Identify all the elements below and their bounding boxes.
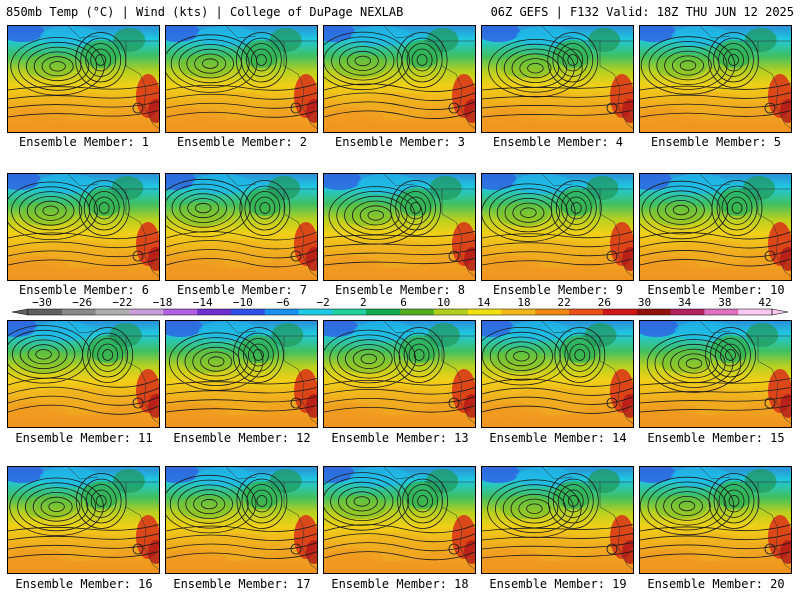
ensemble-member-label: Ensemble Member: 6 xyxy=(18,283,150,297)
colorbar-segment xyxy=(298,309,333,315)
ensemble-member-label: Ensemble Member: 20 xyxy=(647,577,785,591)
ensemble-member-label: Ensemble Member: 4 xyxy=(492,135,624,149)
ensemble-member-map xyxy=(7,466,160,574)
ensemble-member-label: Ensemble Member: 8 xyxy=(334,283,466,297)
colorbar-tick-label: 2 xyxy=(360,296,367,309)
colorbar-segment xyxy=(569,309,604,315)
ensemble-member-map xyxy=(639,466,792,574)
ensemble-member-map xyxy=(7,173,160,281)
ensemble-member-label: Ensemble Member: 3 xyxy=(334,135,466,149)
ensemble-member-label: Ensemble Member: 16 xyxy=(15,577,153,591)
colorbar-segment xyxy=(535,309,570,315)
ensemble-member-map xyxy=(481,173,634,281)
colorbar-tick-label: −22 xyxy=(112,296,132,309)
ensemble-member-map xyxy=(639,173,792,281)
ensemble-member-label: Ensemble Member: 17 xyxy=(173,577,311,591)
colorbar-segment xyxy=(332,309,367,315)
colorbar-tick-label: 22 xyxy=(558,296,571,309)
colorbar-segment xyxy=(501,309,536,315)
ensemble-member-map xyxy=(481,466,634,574)
map-title: 850mb Temp (°C) | Wind (kts) | College o… xyxy=(6,5,404,19)
colorbar-tick-label: 10 xyxy=(437,296,450,309)
ensemble-member-map xyxy=(323,466,476,574)
ensemble-member-map xyxy=(165,25,318,133)
colorbar-segment xyxy=(163,309,198,315)
colorbar-tick-label: 30 xyxy=(638,296,651,309)
colorbar-segment xyxy=(602,309,638,315)
ensemble-member-label: Ensemble Member: 1 xyxy=(18,135,150,149)
ensemble-member-map xyxy=(639,320,792,428)
colorbar-min-arrow xyxy=(11,308,29,316)
colorbar-tick-label: −18 xyxy=(153,296,173,309)
colorbar-tick-label: −30 xyxy=(32,296,52,309)
colorbar-tick-label: 38 xyxy=(718,296,731,309)
colorbar-svg: −30 −26 −22 −18 −14 −10 −6 −2 2 6 10 14 18 22 26 30 34 38… xyxy=(11,296,789,316)
colorbar-tick-label: −6 xyxy=(276,296,289,309)
colorbar-segment xyxy=(366,309,401,315)
colorbar-tick-label: −10 xyxy=(233,296,253,309)
ensemble-member-label: Ensemble Member: 10 xyxy=(647,283,785,297)
colorbar-tick-label: 18 xyxy=(517,296,530,309)
colorbar-tick-label: 42 xyxy=(758,296,771,309)
colorbar-tick-label: −14 xyxy=(193,296,213,309)
ensemble-member-map xyxy=(481,25,634,133)
ensemble-member-label: Ensemble Member: 2 xyxy=(176,135,308,149)
colorbar-segment xyxy=(467,309,502,315)
colorbar-segment xyxy=(433,309,469,315)
colorbar-tick-label: 34 xyxy=(678,296,692,309)
ensemble-member-map xyxy=(323,320,476,428)
colorbar-tick-label: 14 xyxy=(477,296,491,309)
colorbar-segment xyxy=(670,309,705,315)
colorbar-segment xyxy=(197,309,232,315)
ensemble-member-label: Ensemble Member: 11 xyxy=(15,431,153,445)
ensemble-member-map xyxy=(165,320,318,428)
ensemble-member-label: Ensemble Member: 19 xyxy=(489,577,627,591)
ensemble-member-map xyxy=(323,173,476,281)
map-header: 850mb Temp (°C) | Wind (kts) | College o… xyxy=(0,0,800,24)
ensemble-member-label: Ensemble Member: 9 xyxy=(492,283,624,297)
colorbar-segment xyxy=(230,309,266,315)
ensemble-member-map xyxy=(7,25,160,133)
colorbar-segment xyxy=(61,309,97,315)
ensemble-member-label: Ensemble Member: 14 xyxy=(489,431,627,445)
colorbar-segment xyxy=(636,309,672,315)
colorbar-max-arrow xyxy=(771,308,789,316)
ensemble-member-map xyxy=(165,173,318,281)
ensemble-member-label: Ensemble Member: 12 xyxy=(173,431,311,445)
ensemble-member-map xyxy=(165,466,318,574)
model-run-info: 06Z GEFS | F132 Valid: 18Z THU JUN 12 20… xyxy=(490,5,794,19)
ensemble-member-label: Ensemble Member: 13 xyxy=(331,431,469,445)
ensemble-member-label: Ensemble Member: 5 xyxy=(650,135,782,149)
colorbar-tick-label: −26 xyxy=(72,296,92,309)
colorbar-segment xyxy=(95,309,130,315)
colorbar-tick-label: −2 xyxy=(317,296,330,309)
colorbar-outline xyxy=(27,308,773,316)
ensemble-member-label: Ensemble Member: 7 xyxy=(176,283,308,297)
colorbar-tick-label: 6 xyxy=(400,296,407,309)
colorbar-segment xyxy=(400,309,435,315)
colorbar-segment xyxy=(738,309,773,315)
ensemble-member-map xyxy=(639,25,792,133)
colorbar-segment xyxy=(129,309,164,315)
ensemble-member-map xyxy=(7,320,160,428)
colorbar-tick-label: 26 xyxy=(598,296,611,309)
ensemble-member-map xyxy=(323,25,476,133)
colorbar-segment xyxy=(704,309,739,315)
colorbar-segment xyxy=(28,309,63,315)
colorbar-segment xyxy=(264,309,300,315)
temperature-colorbar: −30 −26 −22 −18 −14 −10 −6 −2 2 6 10 14 18 22 26 30 34 38… xyxy=(0,296,800,320)
ensemble-member-map xyxy=(481,320,634,428)
ensemble-member-label: Ensemble Member: 15 xyxy=(647,431,785,445)
ensemble-member-label: Ensemble Member: 18 xyxy=(331,577,469,591)
